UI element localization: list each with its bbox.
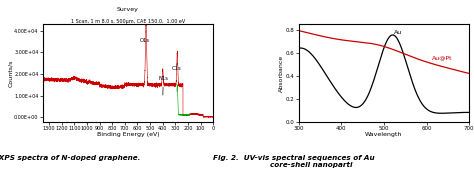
Text: N1s: N1s: [158, 76, 168, 95]
Text: Au@Pt: Au@Pt: [432, 55, 452, 60]
Y-axis label: Counts/s: Counts/s: [8, 59, 13, 87]
Text: Survey: Survey: [117, 7, 139, 12]
Text: O1s: O1s: [140, 32, 150, 43]
Text: C1s: C1s: [172, 63, 182, 71]
Text: Fig. 2.  UV-vis spectral sequences of Au
              core-shell nanoparti: Fig. 2. UV-vis spectral sequences of Au …: [213, 155, 374, 168]
Y-axis label: Absorbance: Absorbance: [279, 54, 284, 92]
X-axis label: Wavelength: Wavelength: [365, 132, 402, 137]
Text: Au: Au: [394, 30, 402, 35]
Title: 1 Scan, 1 m 8.0 s, 500μm, CAE 150.0,  1.00 eV: 1 Scan, 1 m 8.0 s, 500μm, CAE 150.0, 1.0…: [71, 19, 185, 24]
X-axis label: Binding Energy (eV): Binding Energy (eV): [97, 132, 159, 137]
Text: Fig. 1.  XPS spectra of N-doped graphene.: Fig. 1. XPS spectra of N-doped graphene.: [0, 155, 141, 161]
